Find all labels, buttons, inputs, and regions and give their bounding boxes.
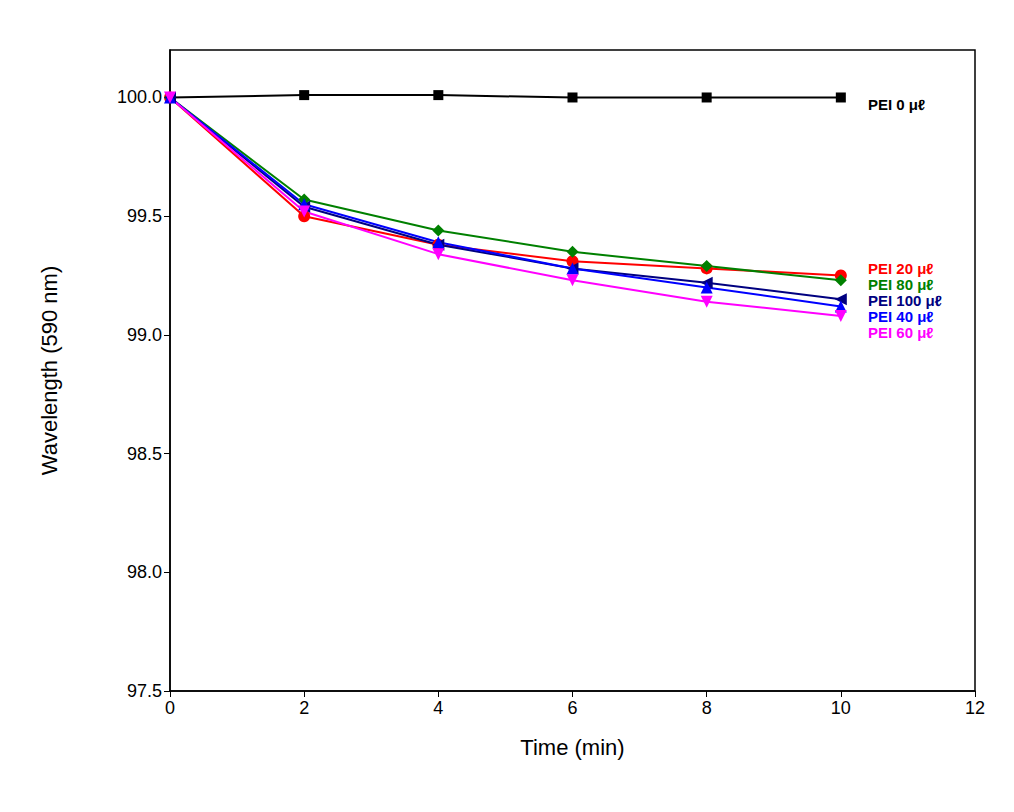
- svg-text:PEI 60 μℓ: PEI 60 μℓ: [868, 324, 934, 341]
- svg-text:99.0: 99.0: [127, 325, 162, 345]
- svg-text:97.5: 97.5: [127, 681, 162, 701]
- svg-text:98.5: 98.5: [127, 444, 162, 464]
- svg-text:4: 4: [433, 698, 443, 718]
- svg-text:Time (min): Time (min): [520, 735, 624, 760]
- svg-text:0: 0: [165, 698, 175, 718]
- svg-text:PEI 100 μℓ: PEI 100 μℓ: [868, 292, 942, 309]
- svg-text:10: 10: [831, 698, 851, 718]
- svg-text:100.0: 100.0: [117, 87, 162, 107]
- svg-text:PEI 0 μℓ: PEI 0 μℓ: [868, 96, 925, 113]
- svg-text:PEI 80 μℓ: PEI 80 μℓ: [868, 276, 934, 293]
- svg-text:12: 12: [965, 698, 985, 718]
- svg-text:Wavelength (590 nm): Wavelength (590 nm): [37, 266, 62, 476]
- svg-text:6: 6: [567, 698, 577, 718]
- svg-text:8: 8: [702, 698, 712, 718]
- svg-text:PEI 40 μℓ: PEI 40 μℓ: [868, 308, 934, 325]
- svg-text:PEI 20 μℓ: PEI 20 μℓ: [868, 260, 934, 277]
- svg-text:98.0: 98.0: [127, 562, 162, 582]
- svg-text:99.5: 99.5: [127, 206, 162, 226]
- svg-text:2: 2: [299, 698, 309, 718]
